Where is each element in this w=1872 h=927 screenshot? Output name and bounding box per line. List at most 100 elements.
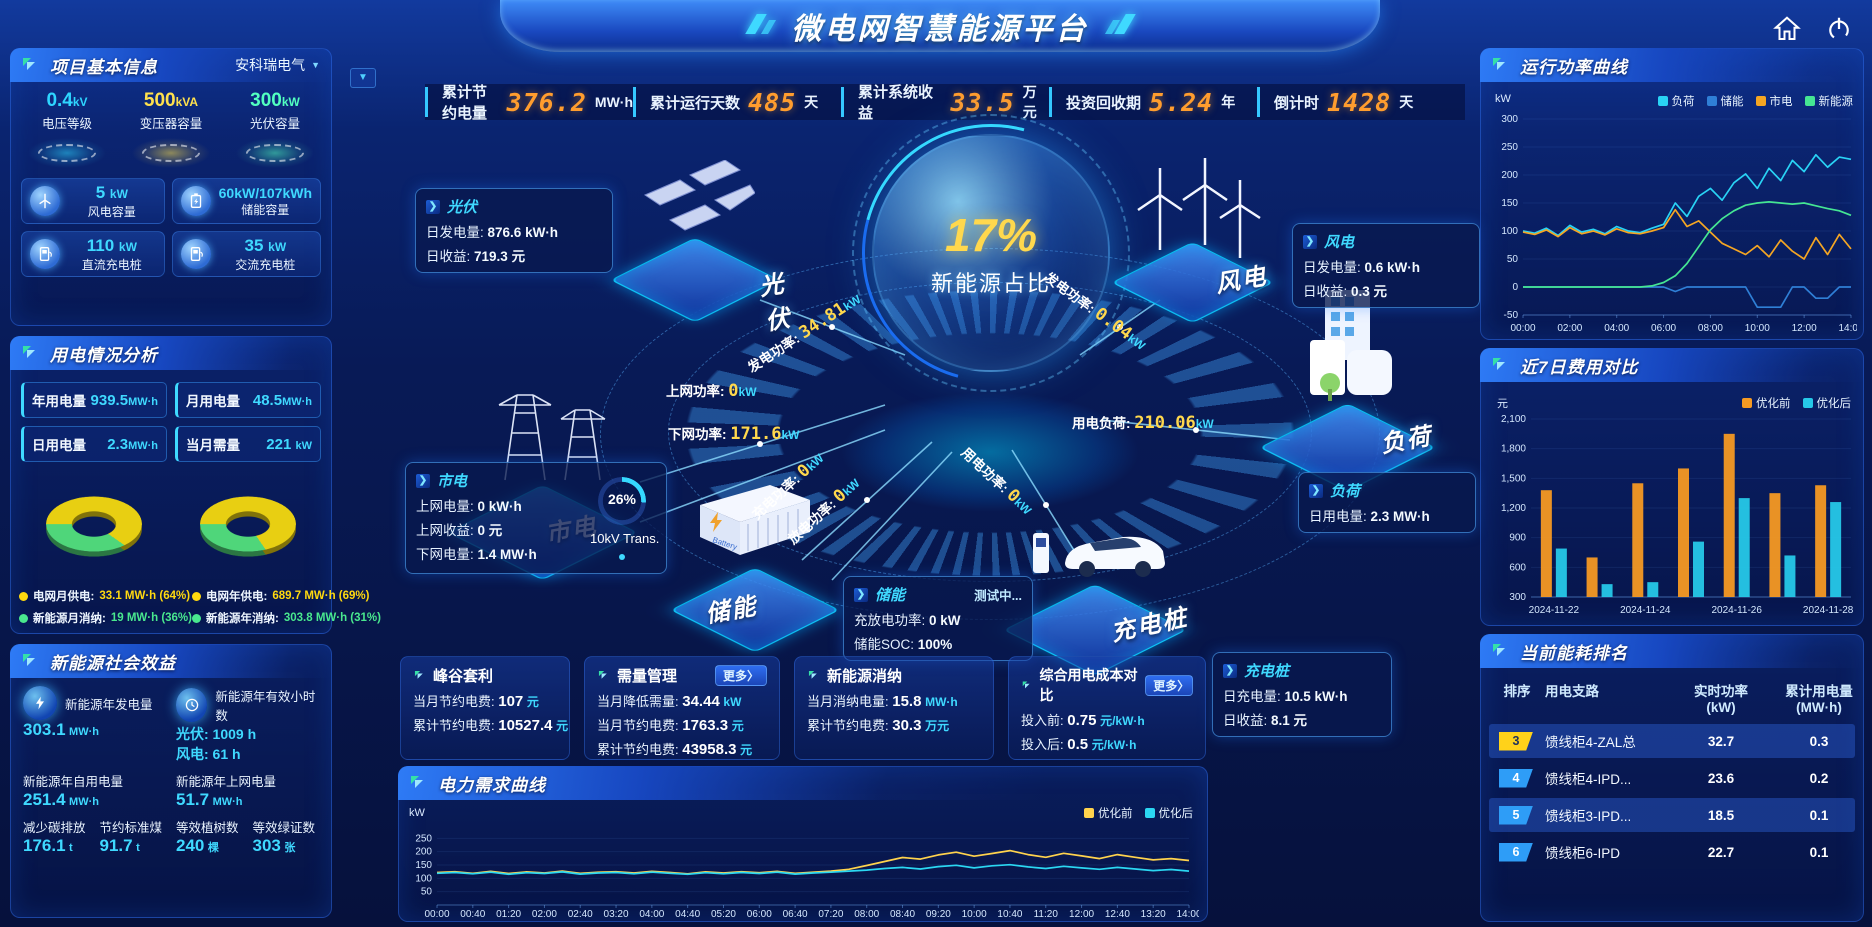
power-chart-legend: 负荷 储能 市电 新能源 bbox=[1657, 93, 1853, 109]
more-button[interactable]: 更多〉 bbox=[1145, 674, 1193, 696]
svg-text:00:40: 00:40 bbox=[460, 909, 485, 919]
wind-turbines-icon bbox=[1137, 158, 1261, 258]
power-line-chart: 300 250 200 150 100 50 0 -50 00:00 02:00 04:00 06:0… bbox=[1501, 114, 1857, 333]
svg-text:10:00: 10:00 bbox=[1745, 323, 1770, 333]
legend-grid-month: 电网月供电: 33.1 MW·h (64%) bbox=[19, 588, 192, 604]
svg-text:13:20: 13:20 bbox=[1141, 909, 1166, 919]
node-charger[interactable]: 充电桩 bbox=[985, 490, 1215, 680]
renewable-share-value: 17% bbox=[944, 209, 1038, 261]
page-title: 微电网智慧能源平台 bbox=[791, 13, 1089, 46]
panel-corner-icon bbox=[23, 346, 35, 358]
node-wind[interactable]: 风电 bbox=[1110, 150, 1300, 330]
pedestal-glow bbox=[236, 138, 314, 168]
legend-after-optimization[interactable]: 优化后 bbox=[1802, 395, 1851, 411]
title-banner: 微电网智慧能源平台 bbox=[500, 0, 1380, 52]
node-pv[interactable]: 光伏 bbox=[600, 160, 800, 336]
testing-badge: 测试中... bbox=[974, 589, 1022, 603]
svg-text:04:40: 04:40 bbox=[675, 909, 700, 919]
ranking-table-header: 排序 用电支路 实时功率 (kW) 累计用电量 (MW·h) bbox=[1503, 684, 1853, 715]
power-icon[interactable] bbox=[1824, 14, 1854, 44]
flow-load-power: 用电负荷: 210.06kW bbox=[1072, 413, 1214, 433]
svg-text:0: 0 bbox=[1512, 282, 1518, 293]
svg-text:250: 250 bbox=[415, 833, 432, 844]
legend-grid[interactable]: 市电 bbox=[1755, 93, 1793, 109]
legend-before-optimization[interactable]: 优化前 bbox=[1742, 395, 1791, 411]
rank-badge: 6 bbox=[1499, 842, 1533, 862]
svg-text:10:00: 10:00 bbox=[962, 909, 987, 919]
legend-storage[interactable]: 储能 bbox=[1706, 93, 1744, 109]
svg-text:2024-11-28: 2024-11-28 bbox=[1803, 605, 1854, 616]
svg-text:06:00: 06:00 bbox=[1651, 323, 1676, 333]
y-axis-unit: kW bbox=[409, 807, 425, 819]
pedestal-glow bbox=[28, 138, 106, 168]
arrow-icon: ❯ bbox=[1309, 483, 1323, 498]
svg-text:12:00: 12:00 bbox=[1792, 323, 1817, 333]
rank-badge: 3 bbox=[1499, 731, 1533, 751]
svg-text:08:00: 08:00 bbox=[854, 909, 879, 919]
svg-text:14:00: 14:00 bbox=[1176, 909, 1199, 919]
svg-text:2,100: 2,100 bbox=[1501, 414, 1526, 425]
table-row[interactable]: 6 馈线柜6-IPD 22.7 0.1 bbox=[1489, 835, 1855, 869]
svg-text:05:20: 05:20 bbox=[711, 909, 736, 919]
panel-corner-icon bbox=[1493, 58, 1505, 70]
arrow-icon: ❯ bbox=[426, 199, 440, 214]
svg-text:100: 100 bbox=[1501, 226, 1518, 237]
svg-text:50: 50 bbox=[421, 887, 433, 898]
y-axis-unit: 元 bbox=[1497, 398, 1508, 410]
legend-renewable-month: 新能源月消纳: 19 MW·h (36%) bbox=[19, 610, 192, 626]
svg-text:04:00: 04:00 bbox=[1604, 323, 1629, 333]
benefit-trees-certs: 等效植树数 240 棵 等效绿证数 303 张 bbox=[176, 821, 316, 855]
svg-text:14:00: 14:00 bbox=[1838, 323, 1857, 333]
card-corner-icon bbox=[808, 670, 817, 679]
panel-header: 项目基本信息 安科瑞电气 ▼ bbox=[10, 48, 332, 82]
svg-text:2024-11-22: 2024-11-22 bbox=[1529, 605, 1580, 616]
home-icon[interactable] bbox=[1772, 14, 1802, 44]
usage-analysis-panel: 用电情况分析 年用电量 939.5MW·h 月用电量 48.5MW·h 日用电量 2.… bbox=[10, 336, 381, 634]
kpi-saved-energy: 累计节约电量 376.2 MW·h bbox=[425, 84, 633, 122]
svg-text:02:00: 02:00 bbox=[532, 909, 557, 919]
node-storage[interactable]: Battery 储能 bbox=[665, 470, 865, 653]
kpi-payback: 投资回收期 5.24 年 bbox=[1049, 87, 1257, 117]
table-row[interactable]: 4 馈线柜4-IPD... 23.6 0.2 bbox=[1489, 761, 1855, 795]
demand-curve-panel: 电力需求曲线 优化前 优化后 kW 250 200 150 100 50 00:00 00:… bbox=[398, 766, 1208, 922]
svg-text:12:40: 12:40 bbox=[1105, 909, 1130, 919]
svg-text:600: 600 bbox=[1509, 562, 1526, 573]
gauge-dot bbox=[619, 554, 625, 560]
card-corner-icon bbox=[598, 670, 607, 679]
legend-before-optimization[interactable]: 优化前 bbox=[1084, 805, 1133, 821]
svg-text:150: 150 bbox=[1501, 198, 1518, 209]
svg-text:2024-11-26: 2024-11-26 bbox=[1712, 605, 1763, 616]
svg-text:2024-11-24: 2024-11-24 bbox=[1620, 605, 1671, 616]
renewable-share-orb: 17% 新能源占比 bbox=[852, 114, 1130, 392]
flow-feed-in-power: 上网功率: 0kW bbox=[666, 381, 757, 401]
svg-text:10:40: 10:40 bbox=[997, 909, 1022, 919]
panel-title: 项目基本信息 bbox=[50, 57, 158, 77]
stat-dc-charger: 110 kW 直流充电桩 bbox=[21, 231, 165, 277]
rank-badge: 4 bbox=[1499, 768, 1533, 788]
legend-load[interactable]: 负荷 bbox=[1657, 93, 1695, 109]
legend-after-optimization[interactable]: 优化后 bbox=[1144, 805, 1193, 821]
panel-header: 用电情况分析 bbox=[10, 336, 332, 370]
table-row[interactable]: 5 馈线柜3-IPD... 18.5 0.1 bbox=[1489, 798, 1855, 832]
lightning-icon bbox=[23, 686, 57, 720]
legend-renewable[interactable]: 新能源 bbox=[1804, 93, 1853, 109]
panel-header: 运行功率曲线 bbox=[1480, 48, 1864, 82]
company-select[interactable]: 安科瑞电气 ▼ bbox=[235, 57, 320, 73]
stat-ac-charger: 35 kW 交流充电桩 bbox=[171, 231, 321, 277]
collapse-button[interactable]: ▼ bbox=[350, 68, 376, 88]
flow-draw-down-power: 下网功率: 171.6kW bbox=[668, 424, 800, 444]
node-grid[interactable]: 市电 bbox=[430, 370, 670, 581]
svg-text:02:40: 02:40 bbox=[568, 909, 593, 919]
renewable-share-label: 新能源占比 bbox=[930, 271, 1051, 296]
node-load[interactable]: 负荷 bbox=[1255, 285, 1455, 492]
panel-header: 电力需求曲线 bbox=[398, 766, 1208, 800]
svg-text:00:00: 00:00 bbox=[424, 909, 449, 919]
kpi-run-days: 累计运行天数 485 天 bbox=[633, 87, 841, 117]
panel-title: 新能源社会效益 bbox=[50, 653, 176, 673]
more-button[interactable]: 更多〉 bbox=[714, 665, 767, 686]
kpi-bar: 累计节约电量 376.2 MW·h 累计运行天数 485 天 累计系统收益 33.5 万元 … bbox=[425, 84, 1465, 122]
stat-storage-capacity: 60kW/107kWh 储能容量 bbox=[171, 178, 321, 224]
table-row[interactable]: 3 馈线柜4-ZAL总 32.7 0.3 bbox=[1489, 724, 1855, 758]
chevron-down-icon: ▼ bbox=[311, 60, 320, 70]
